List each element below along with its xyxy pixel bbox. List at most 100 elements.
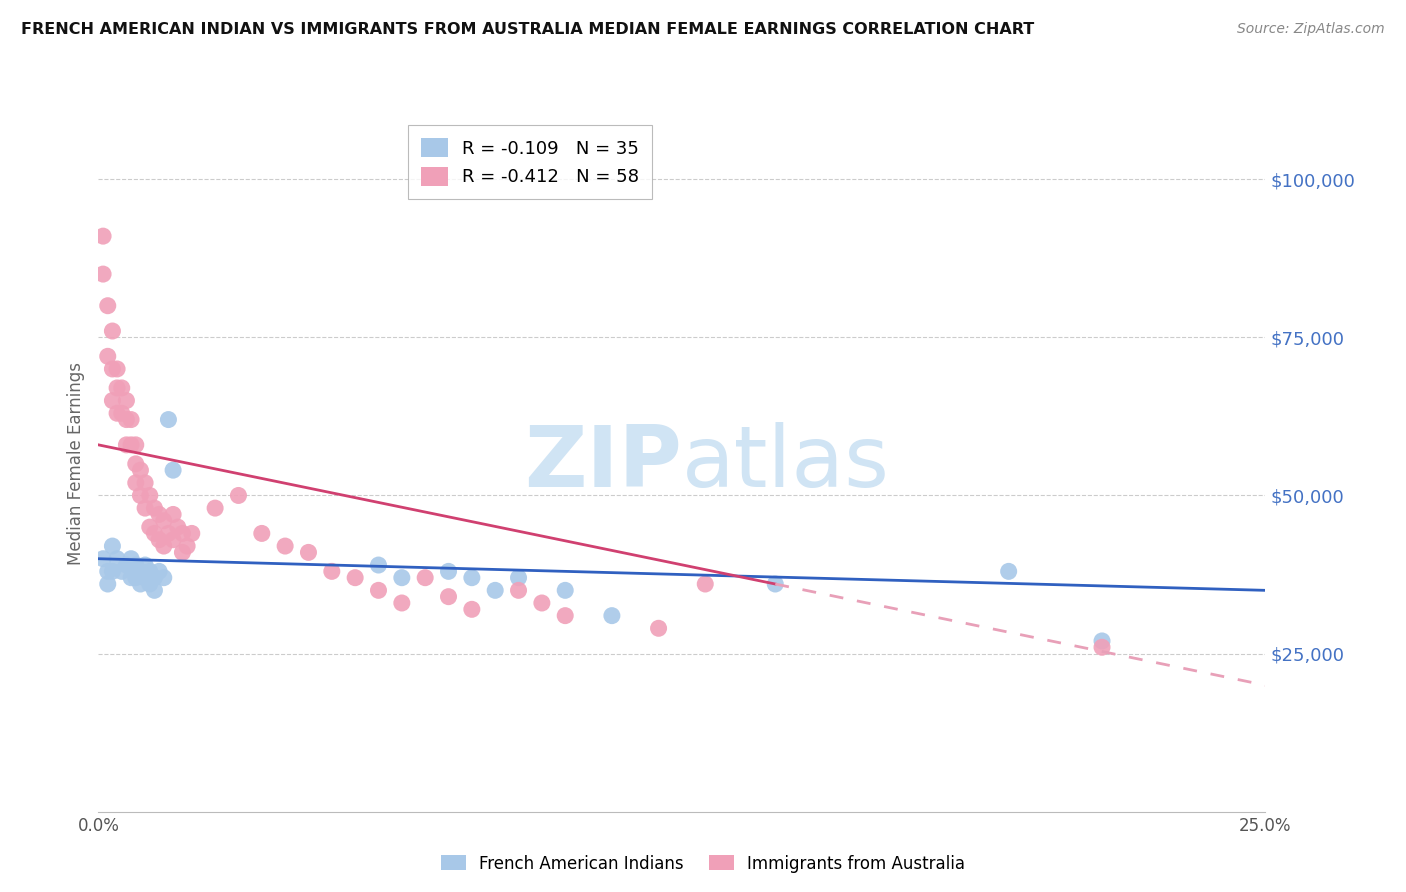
Legend: R = -0.109   N = 35, R = -0.412   N = 58: R = -0.109 N = 35, R = -0.412 N = 58 [408, 125, 652, 199]
Point [157, 526, 180, 541]
Point [461, 602, 484, 616]
Point [120, 438, 142, 452]
Y-axis label: Median Female Earnings: Median Female Earnings [67, 362, 86, 566]
Point [139, 565, 162, 579]
Point [111, 565, 134, 579]
Point [162, 463, 184, 477]
Point [344, 571, 367, 585]
Point [162, 533, 184, 547]
Point [125, 571, 148, 585]
Point [105, 362, 128, 376]
Point [157, 412, 180, 426]
Point [115, 393, 138, 408]
Point [120, 571, 142, 585]
Point [508, 583, 530, 598]
Point [1091, 634, 1114, 648]
Point [91, 229, 114, 244]
Point [143, 583, 166, 598]
Point [139, 520, 162, 534]
Point [97, 565, 120, 579]
Point [484, 583, 506, 598]
Point [105, 406, 128, 420]
Point [647, 621, 669, 635]
Point [115, 438, 138, 452]
Point [297, 545, 319, 559]
Point [508, 571, 530, 585]
Point [437, 565, 460, 579]
Point [91, 551, 114, 566]
Point [129, 577, 152, 591]
Point [172, 545, 194, 559]
Point [367, 558, 389, 572]
Point [180, 526, 202, 541]
Point [105, 551, 128, 566]
Point [134, 558, 156, 572]
Point [148, 533, 170, 547]
Point [101, 565, 124, 579]
Point [139, 577, 162, 591]
Point [111, 381, 134, 395]
Point [554, 583, 576, 598]
Point [152, 539, 174, 553]
Point [125, 457, 148, 471]
Point [391, 571, 413, 585]
Point [125, 558, 148, 572]
Point [274, 539, 297, 553]
Point [172, 526, 194, 541]
Point [125, 475, 148, 490]
Point [997, 565, 1019, 579]
Point [134, 501, 156, 516]
Point [367, 583, 389, 598]
Point [176, 539, 198, 553]
Text: ZIP: ZIP [524, 422, 682, 506]
Legend: French American Indians, Immigrants from Australia: French American Indians, Immigrants from… [434, 848, 972, 880]
Point [101, 539, 124, 553]
Point [437, 590, 460, 604]
Point [105, 381, 128, 395]
Point [166, 520, 188, 534]
Point [391, 596, 413, 610]
Point [143, 501, 166, 516]
Point [115, 412, 138, 426]
Point [1091, 640, 1114, 655]
Point [129, 488, 152, 502]
Point [162, 508, 184, 522]
Point [152, 571, 174, 585]
Point [97, 349, 120, 363]
Point [695, 577, 717, 591]
Point [134, 571, 156, 585]
Point [120, 412, 142, 426]
Point [321, 565, 343, 579]
Point [143, 571, 166, 585]
Point [134, 475, 156, 490]
Point [91, 267, 114, 281]
Point [97, 299, 120, 313]
Point [129, 565, 152, 579]
Point [139, 488, 162, 502]
Point [763, 577, 786, 591]
Point [461, 571, 484, 585]
Point [101, 324, 124, 338]
Point [111, 406, 134, 420]
Point [115, 558, 138, 572]
Point [143, 526, 166, 541]
Point [120, 551, 142, 566]
Point [228, 488, 250, 502]
Point [148, 565, 170, 579]
Point [204, 501, 226, 516]
Point [600, 608, 623, 623]
Point [125, 438, 148, 452]
Point [530, 596, 553, 610]
Point [101, 362, 124, 376]
Point [152, 514, 174, 528]
Text: FRENCH AMERICAN INDIAN VS IMMIGRANTS FROM AUSTRALIA MEDIAN FEMALE EARNINGS CORRE: FRENCH AMERICAN INDIAN VS IMMIGRANTS FRO… [21, 22, 1035, 37]
Text: atlas: atlas [682, 422, 890, 506]
Point [250, 526, 273, 541]
Point [129, 463, 152, 477]
Point [97, 577, 120, 591]
Point [554, 608, 576, 623]
Text: Source: ZipAtlas.com: Source: ZipAtlas.com [1237, 22, 1385, 37]
Point [101, 393, 124, 408]
Point [148, 508, 170, 522]
Point [413, 571, 436, 585]
